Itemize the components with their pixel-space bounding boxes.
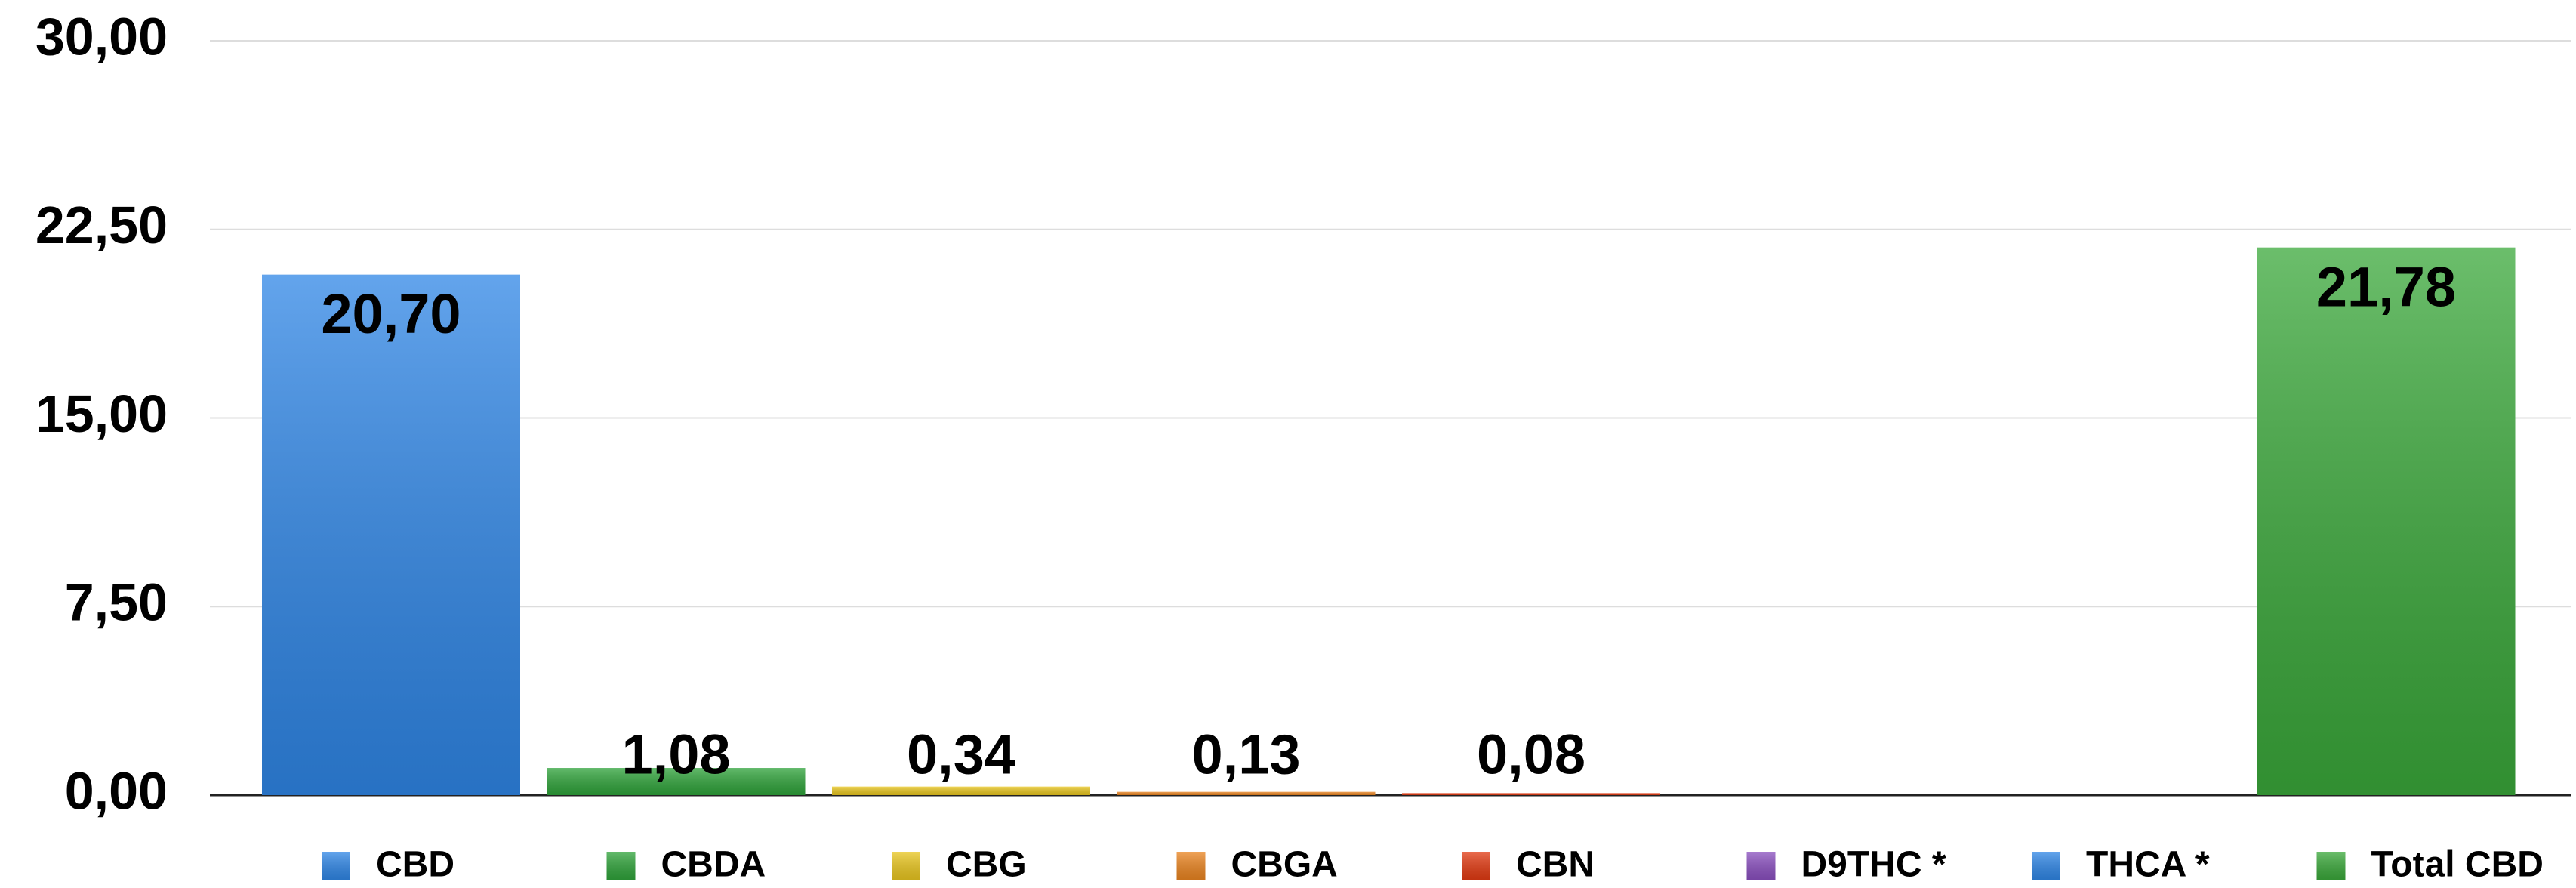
bar-shade	[262, 274, 520, 795]
legend-label: CBD	[376, 845, 454, 885]
legend-label: CBN	[1516, 845, 1595, 885]
value-label: 20,70	[321, 282, 461, 345]
legend-swatch-shade	[892, 852, 920, 880]
value-label: 0,34	[907, 723, 1015, 786]
y-tick-label: 22,50	[35, 196, 168, 254]
y-tick-label: 30,00	[35, 7, 168, 66]
bar-shade	[547, 768, 806, 795]
legend-swatch-shade	[1746, 852, 1776, 880]
legend-label: CBDA	[661, 845, 766, 885]
legend-swatch-shade	[2032, 852, 2060, 880]
legend-swatch-shade	[322, 852, 350, 880]
legend-label: Total CBD	[2371, 845, 2544, 885]
bar-shade	[1402, 793, 1660, 795]
legend-label: CBG	[946, 845, 1027, 885]
legend-label: D9THC *	[1801, 845, 1946, 885]
value-label: 21,78	[2316, 255, 2456, 318]
y-tick-label: 15,00	[35, 384, 168, 443]
legend-label: THCA *	[2086, 845, 2210, 885]
y-tick-label: 7,50	[65, 573, 168, 632]
value-label: 0,08	[1477, 723, 1585, 786]
legend-swatch-shade	[1462, 852, 1490, 880]
y-tick-label: 0,00	[65, 761, 168, 820]
value-label: 1,08	[621, 723, 730, 786]
value-label: 0,13	[1191, 723, 1300, 786]
legend-swatch-shade	[1176, 852, 1206, 880]
legend-label: CBGA	[1231, 845, 1338, 885]
legend-swatch-shade	[606, 852, 636, 880]
bar-shade	[2257, 247, 2516, 795]
bar-shade	[1117, 791, 1376, 795]
bar-shade	[832, 786, 1090, 795]
legend-swatch-shade	[2316, 852, 2346, 880]
